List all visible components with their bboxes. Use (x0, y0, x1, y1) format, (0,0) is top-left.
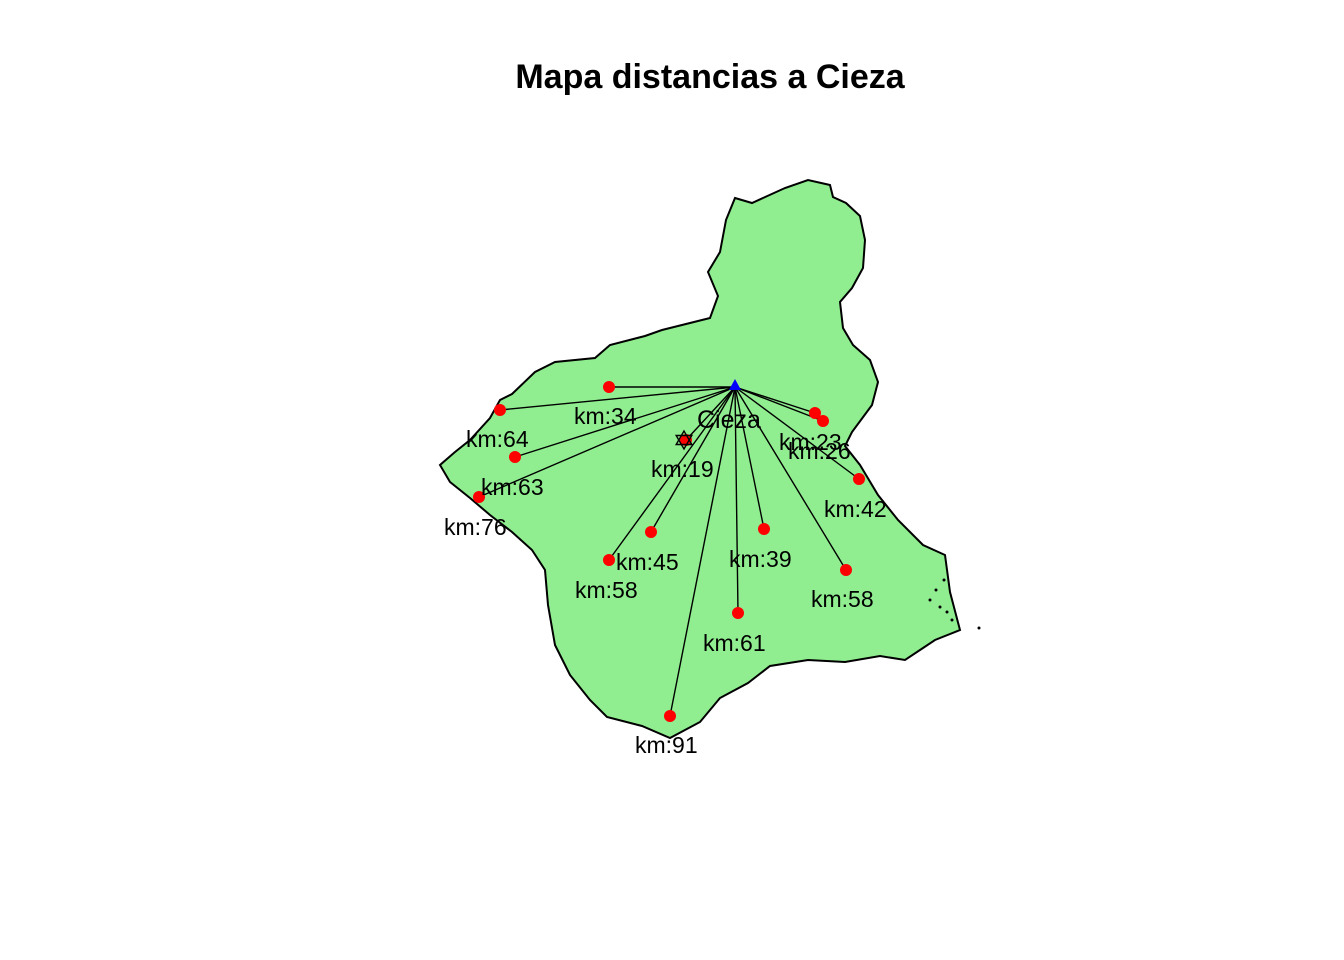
distance-label: km:19 (651, 456, 714, 482)
region-murcia (438, 178, 962, 740)
distance-label: km:91 (635, 732, 698, 758)
distance-label: km:58 (811, 586, 874, 612)
distance-label: km:34 (574, 403, 637, 429)
island-fragment (934, 588, 938, 592)
destination-point (732, 607, 744, 619)
destination-point (853, 473, 865, 485)
distance-line (499, 386, 736, 411)
distance-label: km:26 (788, 438, 851, 464)
destination-point (494, 404, 506, 416)
distance-label: km:23 (779, 429, 842, 455)
destination-point (645, 526, 657, 538)
island-fragment (950, 618, 954, 622)
origin-marker: Cieza (697, 379, 761, 434)
distance-line (734, 386, 765, 530)
destination-point (758, 523, 770, 535)
island-fragment (945, 610, 949, 614)
destination-point (680, 434, 692, 446)
map-title: Mapa distancias a Cieza (515, 58, 905, 96)
destination-point (809, 407, 821, 419)
island-fragment (977, 626, 981, 630)
distance-label: km:42 (824, 496, 887, 522)
destination-point (603, 554, 615, 566)
distance-label: km:76 (444, 514, 507, 540)
destination-point (603, 381, 615, 393)
distance-label: km:64 (466, 426, 529, 452)
distance-line (685, 386, 736, 441)
distance-line (734, 386, 816, 414)
distance-line (734, 386, 860, 480)
destination-point (840, 564, 852, 576)
destination-point (817, 415, 829, 427)
distance-label: km:58 (575, 577, 638, 603)
distance-label: km:63 (481, 474, 544, 500)
island-fragment (938, 605, 942, 609)
distance-line (734, 386, 824, 422)
destination-point (473, 491, 485, 503)
distance-line (669, 386, 736, 717)
distance-label: km:39 (729, 546, 792, 572)
distance-label: km:45 (616, 549, 679, 575)
origin-triangle-icon (729, 379, 741, 390)
distance-line (478, 386, 736, 498)
distance-label: km:61 (703, 630, 766, 656)
island-fragment (942, 578, 946, 582)
coastal-islands (928, 578, 981, 630)
distance-line (734, 386, 847, 571)
island-fragment (928, 598, 932, 602)
distance-line (514, 386, 736, 458)
destination-point (509, 451, 521, 463)
distance-line (608, 386, 736, 561)
origin-label: Cieza (697, 406, 761, 434)
distance-line (650, 386, 736, 533)
star-of-david-icon (674, 434, 694, 451)
distance-line (734, 386, 739, 614)
star-of-david-icon (674, 429, 694, 446)
destination-point (664, 710, 676, 722)
